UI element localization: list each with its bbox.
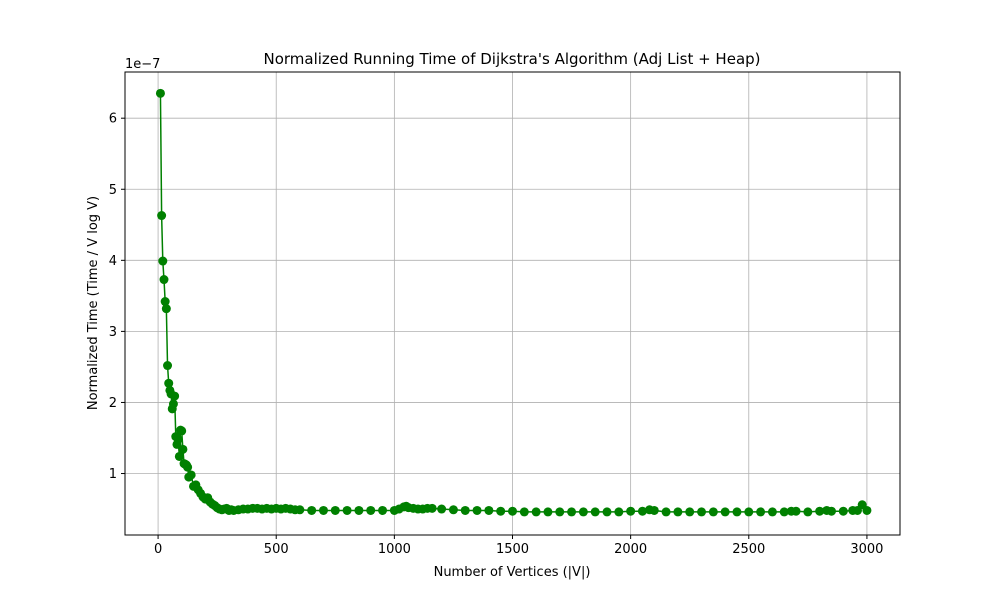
data-point xyxy=(637,506,647,516)
data-point xyxy=(354,505,364,515)
data-point xyxy=(318,505,328,515)
x-axis-title: Number of Vertices (|V|) xyxy=(434,565,591,580)
data-point xyxy=(342,505,352,515)
axis-ticks: 0 500 1000 1500 2000 2500 3000 1 2 3 4 5 6 xyxy=(109,112,884,557)
data-series xyxy=(155,88,872,517)
data-point xyxy=(183,462,193,472)
data-point xyxy=(174,451,184,461)
data-point xyxy=(673,507,683,517)
data-point xyxy=(779,507,789,517)
data-point xyxy=(472,505,482,515)
chart-title: Normalized Running Time of Dijkstra's Al… xyxy=(263,50,760,68)
data-point xyxy=(378,505,388,515)
data-point xyxy=(173,434,183,444)
y-axis-title: Normalized Time (Time / V log V) xyxy=(86,196,101,410)
data-point xyxy=(531,507,541,517)
data-point xyxy=(756,507,766,517)
y-tick-label: 6 xyxy=(109,112,117,127)
grid xyxy=(125,72,900,535)
data-point xyxy=(155,88,165,98)
data-point xyxy=(720,507,730,517)
y-offset-label: 1e−7 xyxy=(125,57,160,72)
data-point xyxy=(685,507,695,517)
data-point xyxy=(437,504,447,514)
data-point xyxy=(661,507,671,517)
data-point xyxy=(543,507,553,517)
x-tick-label: 500 xyxy=(264,542,289,557)
data-point xyxy=(791,506,801,516)
data-point xyxy=(161,304,171,314)
y-tick-label: 4 xyxy=(109,254,117,269)
x-tick-label: 1000 xyxy=(378,542,411,557)
data-point xyxy=(295,505,305,515)
data-point xyxy=(178,444,188,454)
data-point xyxy=(427,503,437,513)
data-point xyxy=(732,507,742,517)
data-point xyxy=(862,505,872,515)
x-tick-label: 3000 xyxy=(850,542,883,557)
data-point xyxy=(168,399,178,409)
data-point xyxy=(519,507,529,517)
data-point xyxy=(626,506,636,516)
data-point xyxy=(163,361,173,371)
data-point xyxy=(555,507,565,517)
data-point xyxy=(448,505,458,515)
data-point xyxy=(815,506,825,516)
data-point xyxy=(590,507,600,517)
data-point xyxy=(578,507,588,517)
data-point xyxy=(484,505,494,515)
data-point xyxy=(838,506,848,516)
data-point xyxy=(366,505,376,515)
data-point xyxy=(164,378,174,388)
y-tick-label: 1 xyxy=(109,467,117,482)
data-point xyxy=(177,426,187,436)
data-point xyxy=(567,507,577,517)
data-point xyxy=(159,275,169,285)
data-point xyxy=(708,507,718,517)
data-point xyxy=(602,507,612,517)
data-point xyxy=(803,507,813,517)
data-point xyxy=(330,505,340,515)
y-tick-label: 2 xyxy=(109,396,117,411)
data-point xyxy=(767,507,777,517)
data-point xyxy=(157,211,167,221)
y-tick-label: 5 xyxy=(109,183,117,198)
x-tick-label: 2000 xyxy=(614,542,647,557)
y-tick-label: 3 xyxy=(109,325,117,340)
data-point xyxy=(158,256,168,266)
data-point xyxy=(460,505,470,515)
x-tick-label: 1500 xyxy=(496,542,529,557)
x-tick-label: 0 xyxy=(154,542,162,557)
data-point xyxy=(496,506,506,516)
data-point xyxy=(697,507,707,517)
data-point xyxy=(826,506,836,516)
data-point xyxy=(508,506,517,516)
data-point xyxy=(170,391,180,401)
x-tick-label: 2500 xyxy=(732,542,765,557)
data-point xyxy=(307,505,317,515)
data-point xyxy=(649,505,659,515)
data-point xyxy=(744,507,754,517)
data-point xyxy=(614,507,624,517)
data-point xyxy=(160,297,170,307)
data-point xyxy=(186,470,196,480)
